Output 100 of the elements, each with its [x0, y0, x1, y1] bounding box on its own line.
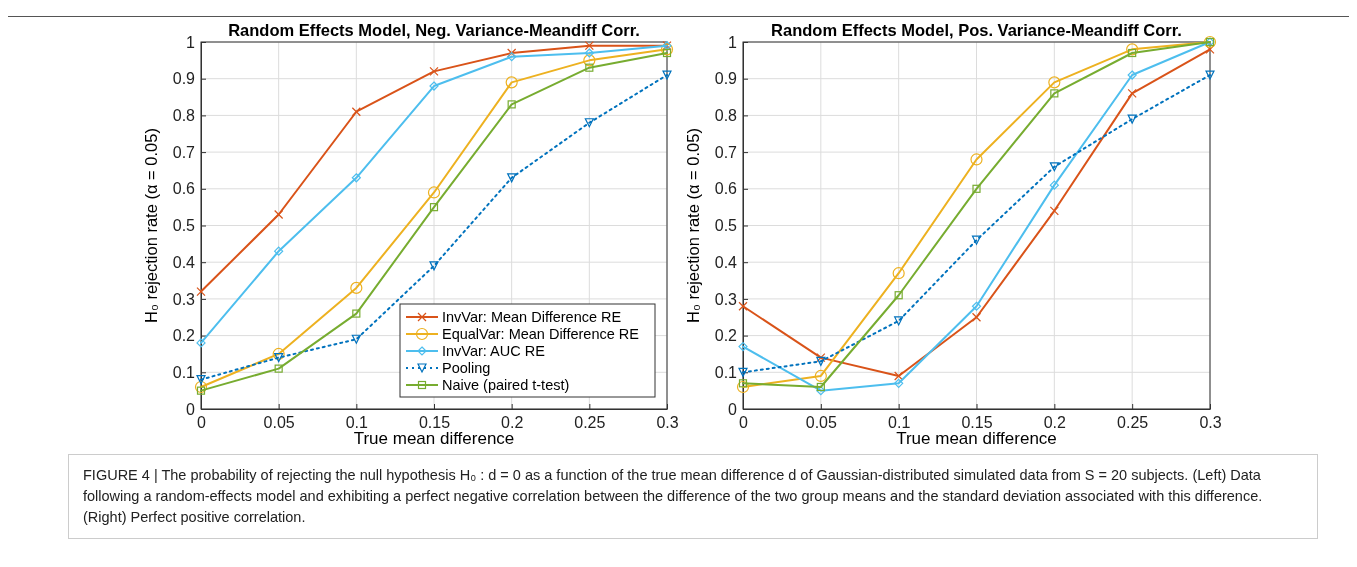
x-tick-label: 0.1 — [888, 414, 911, 432]
point — [970, 153, 983, 166]
x-tick-label: 0.15 — [418, 414, 451, 432]
point — [892, 267, 905, 280]
point — [814, 369, 827, 383]
point — [196, 338, 206, 348]
point — [507, 173, 517, 183]
point — [736, 380, 750, 394]
y-tick-label: 0.3 — [714, 290, 738, 308]
point — [274, 353, 284, 363]
point — [1205, 70, 1215, 80]
point — [351, 173, 361, 183]
y-tick-label: 0.5 — [172, 217, 196, 235]
point — [662, 48, 672, 58]
point — [1049, 180, 1059, 190]
y-tick-label: 1 — [186, 33, 196, 51]
point — [1126, 43, 1139, 56]
x-tick-label: 0.25 — [1117, 414, 1149, 432]
point — [1127, 70, 1137, 80]
point — [196, 375, 206, 385]
point — [1127, 88, 1137, 98]
point — [583, 54, 596, 67]
legend-label: EqualVar: Mean Difference RE — [442, 326, 640, 342]
y-tick-label: 0 — [728, 400, 738, 418]
point — [584, 118, 594, 128]
chart-title: Random Effects Model, Neg. Variance-Meandiff Corr. — [228, 21, 640, 39]
point — [429, 81, 439, 91]
point — [971, 301, 982, 311]
legend-label: InvVar: AUC RE — [442, 343, 546, 359]
point — [584, 41, 594, 51]
x-axis-title: True mean difference — [353, 429, 515, 448]
legend-label: InvVar: Mean Difference RE — [442, 309, 622, 325]
point — [894, 378, 904, 388]
point — [1128, 48, 1137, 58]
point — [427, 186, 441, 199]
point — [662, 70, 672, 80]
point — [1048, 76, 1061, 89]
point — [971, 312, 982, 322]
point — [272, 347, 285, 361]
y-tick-label: 0.1 — [172, 363, 196, 381]
point — [196, 286, 206, 297]
x-tick-label: 0.15 — [961, 414, 993, 432]
y-tick-label: 0.5 — [714, 217, 738, 235]
legend-label: Naive (paired t-test) — [442, 377, 570, 393]
y-tick-label: 0.4 — [172, 253, 196, 271]
x-tick-label: 0.2 — [1043, 414, 1067, 432]
y-tick-label: 0.2 — [714, 327, 738, 345]
point — [1050, 89, 1059, 98]
y-tick-label: 0.7 — [714, 143, 738, 161]
caption: FIGURE 4 | The probability of rejecting the null hypothesis H₀ : d = 0 as a function of the true mean difference d of Gaussian-distributed simulated data from S = 20 subjects. (Left) Data following a random-effects model and exhibiting a perfect negative correlation between the difference of the two group means and the standard deviation associated with this difference. (Right) Perfect positive correlation. — [83, 466, 1264, 527]
point — [816, 382, 825, 392]
point — [274, 364, 283, 373]
point — [894, 371, 904, 381]
point — [816, 386, 826, 396]
point — [660, 43, 674, 56]
y-axis-title: H₀ rejection rate (α = 0.05) — [142, 128, 160, 323]
legend-label: Pooling — [442, 360, 491, 376]
y-tick-label: 1 — [728, 33, 738, 51]
y-tick-label: 0.8 — [714, 107, 738, 125]
point — [274, 246, 284, 256]
x-tick-label: 0 — [739, 414, 749, 432]
y-tick-label: 0 — [186, 400, 196, 418]
x-tick-label: 0.25 — [574, 414, 606, 432]
point — [738, 379, 748, 388]
point — [507, 100, 516, 109]
point — [738, 367, 748, 377]
y-axis-title: H₀ rejection rate (α = 0.05) — [684, 128, 702, 323]
point — [972, 184, 981, 193]
y-tick-label: 0.7 — [172, 143, 196, 161]
point — [351, 107, 361, 117]
point — [1049, 206, 1059, 216]
point — [194, 380, 208, 394]
y-tick-label: 0.8 — [172, 107, 196, 125]
chart-title: Random Effects Model, Pos. Variance-Meandiff Corr. — [771, 21, 1182, 39]
y-tick-label: 0.9 — [714, 70, 738, 88]
y-tick-label: 0.6 — [172, 180, 196, 198]
point — [894, 316, 904, 326]
point — [429, 66, 439, 76]
point — [738, 301, 748, 311]
x-axis-title: True mean difference — [896, 429, 1057, 448]
y-tick-label: 0.4 — [714, 253, 738, 271]
x-tick-label: 0.05 — [263, 414, 295, 432]
point — [505, 76, 518, 89]
x-tick-label: 0.3 — [1199, 414, 1222, 432]
point — [738, 342, 748, 352]
point — [971, 235, 982, 245]
y-tick-label: 0.2 — [172, 327, 196, 345]
point — [351, 334, 361, 344]
point — [429, 203, 439, 212]
point — [894, 291, 903, 300]
point — [1127, 114, 1137, 124]
x-tick-label: 0.2 — [501, 414, 524, 432]
point — [1049, 162, 1059, 172]
x-tick-label: 0 — [197, 414, 207, 432]
x-tick-label: 0.1 — [345, 414, 369, 432]
x-tick-label: 0.05 — [805, 414, 838, 432]
y-tick-label: 0.6 — [714, 180, 738, 198]
x-tick-label: 0.3 — [656, 414, 679, 432]
point — [274, 209, 284, 220]
point — [585, 63, 594, 72]
